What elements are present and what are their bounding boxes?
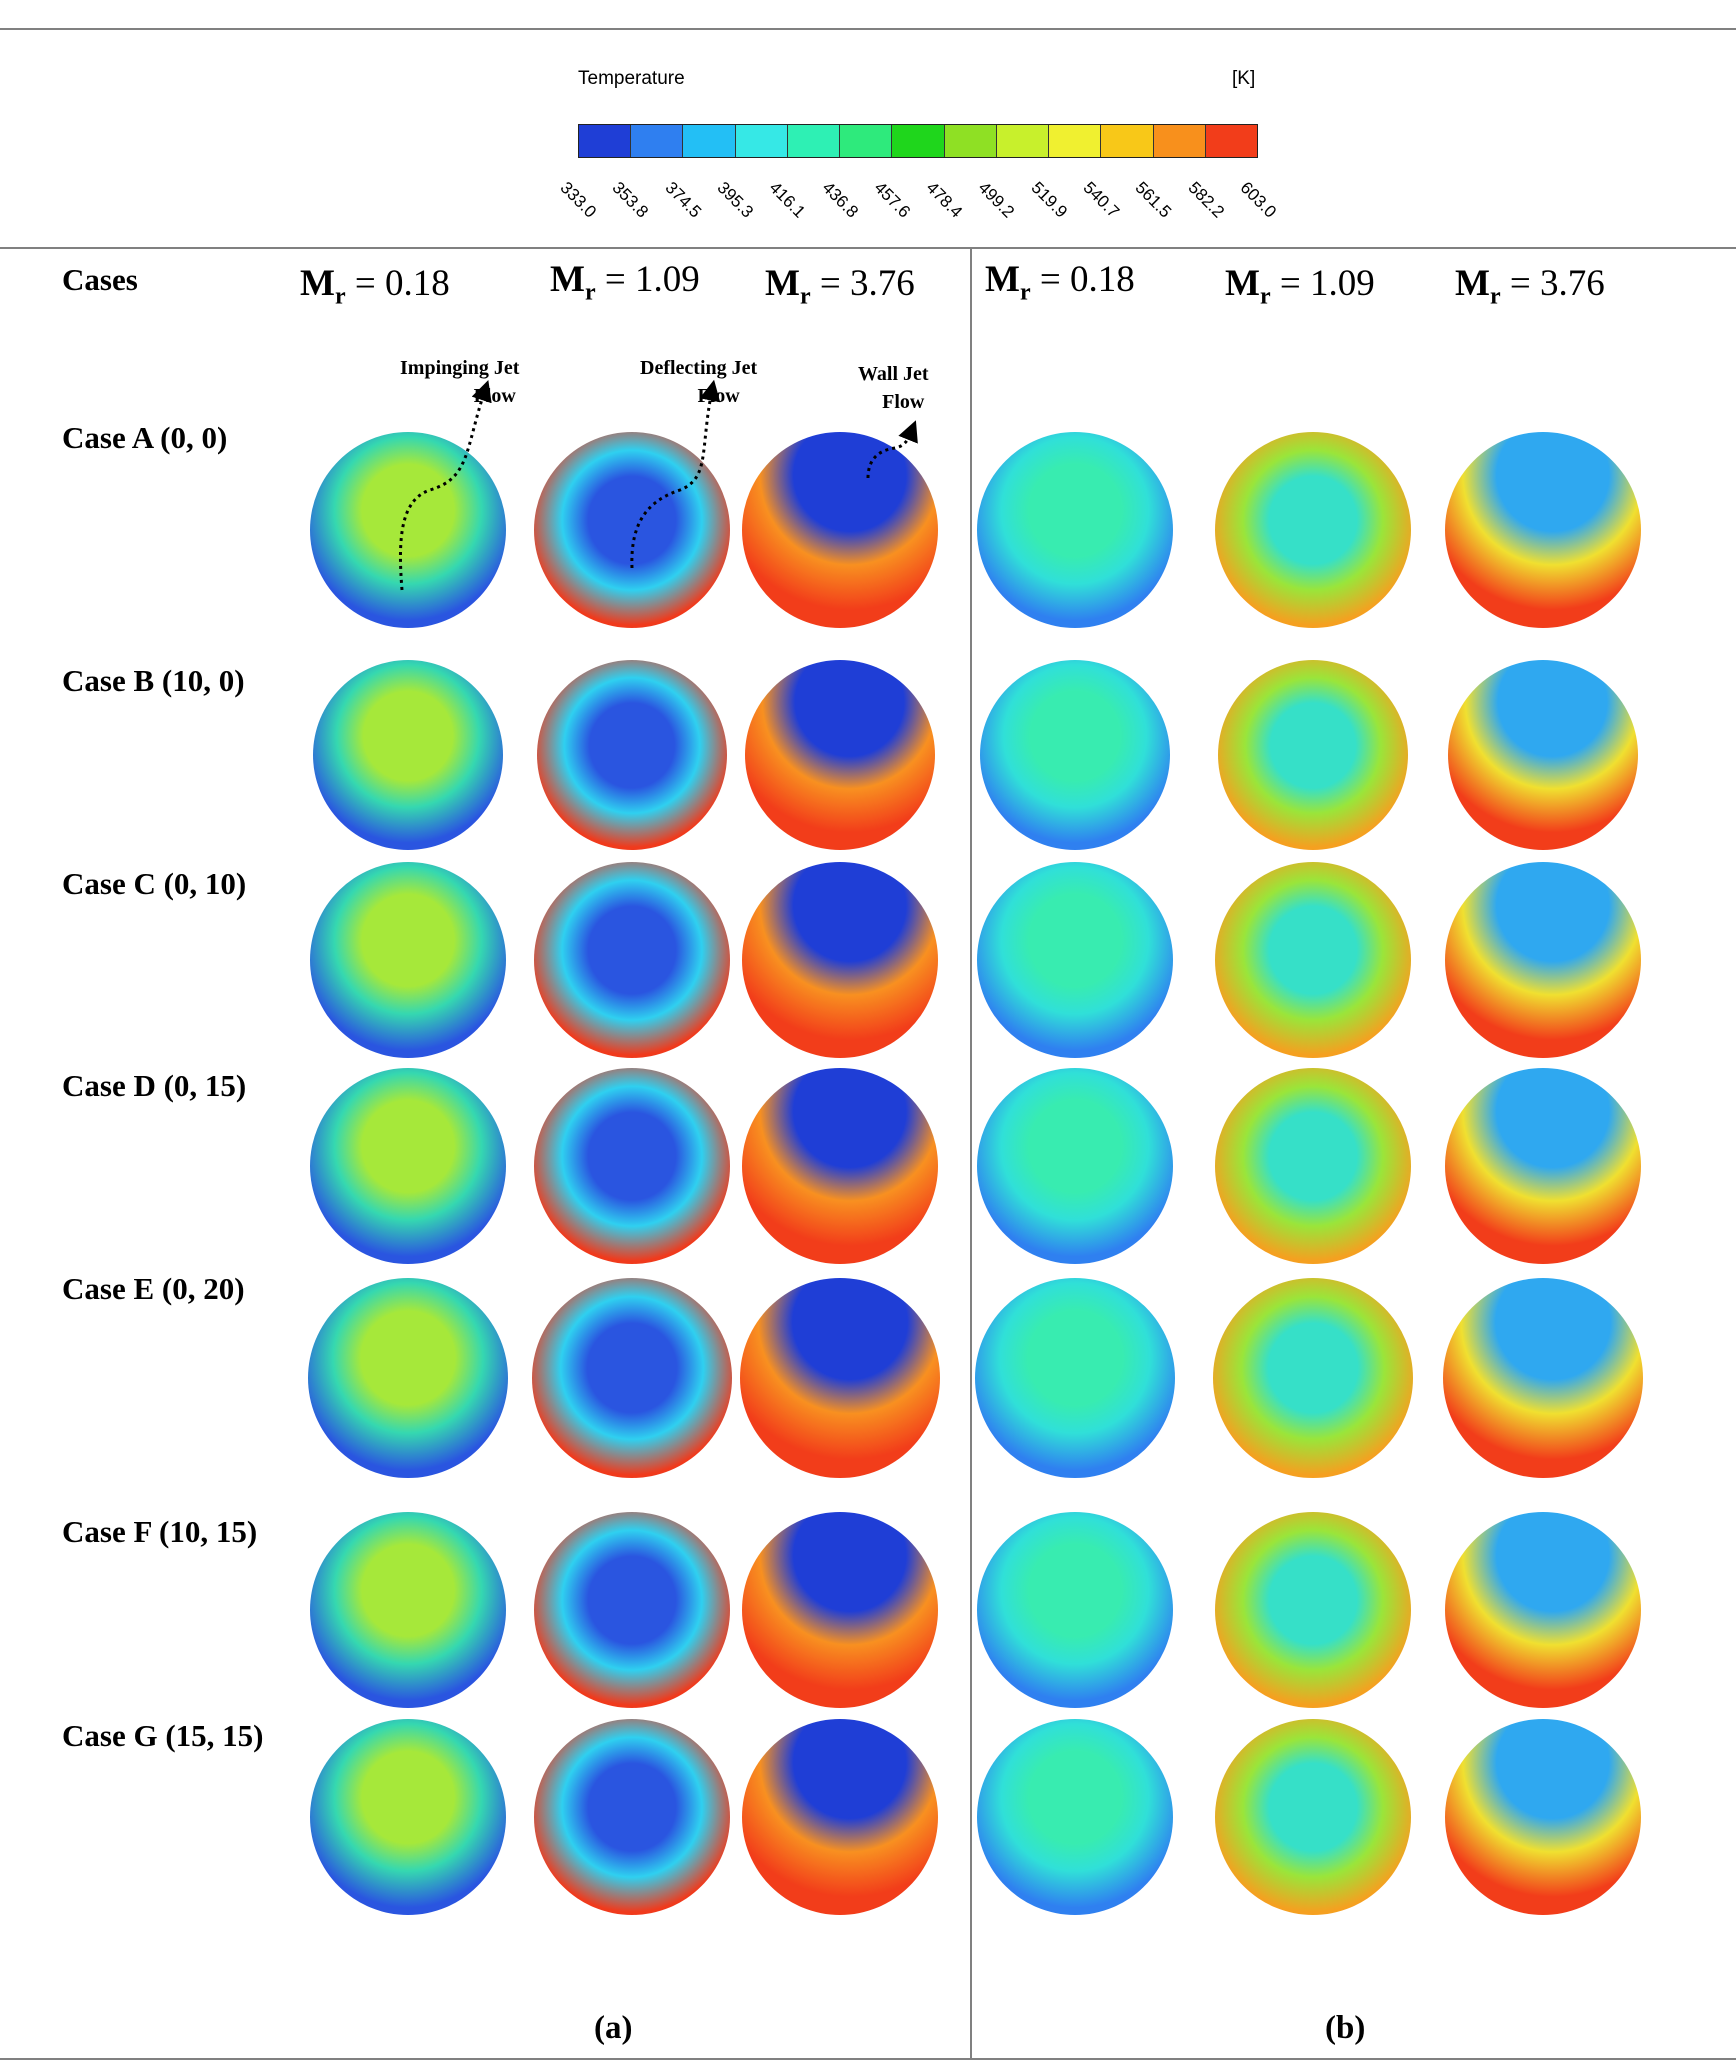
temperature-contour-disk [977, 1068, 1173, 1264]
temperature-contour-disk [1215, 432, 1411, 628]
temperature-contour-disk [977, 432, 1173, 628]
temperature-contour-disk [310, 1719, 506, 1915]
annotation-line: Wall Jet [858, 363, 929, 385]
temperature-contour-disk [1218, 660, 1408, 850]
temperature-contour-disk [313, 660, 503, 850]
colorbar-segment [1205, 125, 1258, 157]
colorbar-segment [840, 125, 893, 157]
colorbar-segment [735, 125, 788, 157]
temperature-contour-disk [310, 1512, 506, 1708]
colorbar-segment [579, 125, 632, 157]
temperature-contour-disk [742, 862, 938, 1058]
temperature-contour-disk [1445, 432, 1641, 628]
colorbar-segment [631, 125, 684, 157]
wall-jet-arrow [866, 420, 918, 479]
temperature-contour-disk [980, 660, 1170, 850]
temperature-contour-disk [977, 1719, 1173, 1915]
annotation-wall-jet: Wall Jet Flow [858, 360, 929, 416]
colorbar-segment [944, 125, 997, 157]
temperature-contour-disk [977, 862, 1173, 1058]
legend-title: Temperature [578, 68, 685, 89]
panel-label-b: (b) [1325, 2010, 1366, 2046]
colorbar-segment [683, 125, 736, 157]
colorbar-segment [996, 125, 1050, 157]
panel-divider [970, 247, 972, 2058]
temperature-contour-disk [310, 862, 506, 1058]
colorbar-segment [1049, 125, 1102, 157]
colorbar-segment [1153, 125, 1206, 157]
temperature-contour-disk [534, 432, 730, 628]
header-rule [0, 247, 1736, 249]
temperature-contour-disk [534, 862, 730, 1058]
colorbar-segment [1101, 125, 1154, 157]
temperature-contour-disk [308, 1278, 508, 1478]
temperature-contour-disk [1448, 660, 1638, 850]
temperature-contour-disk [1443, 1278, 1643, 1478]
case-label: Case D (0, 15) [62, 1068, 247, 1103]
deflecting-jet-arrow [630, 379, 721, 569]
temperature-contour-disk [534, 1512, 730, 1708]
annotation-line: Deflecting Jet [640, 357, 758, 379]
column-header: Mr = 3.76 [765, 263, 915, 310]
annotation-line: Flow [882, 391, 925, 413]
temperature-contour-disk [1445, 1719, 1641, 1915]
annotation-line: Impinging Jet [400, 357, 520, 379]
cases-header: Cases [62, 262, 138, 297]
temperature-contour-disk [310, 432, 506, 628]
legend-unit: [K] [1232, 68, 1256, 89]
temperature-colorbar [578, 124, 1258, 158]
case-label: Case E (0, 20) [62, 1271, 245, 1306]
temperature-contour-disk [1445, 1068, 1641, 1264]
temperature-contour-disk [742, 1719, 938, 1915]
temperature-contour-disk [1445, 862, 1641, 1058]
temperature-contour-disk [975, 1278, 1175, 1478]
column-header: Mr = 0.18 [300, 263, 450, 310]
temperature-contour-disk [742, 1068, 938, 1264]
column-header: Mr = 0.18 [985, 259, 1135, 306]
case-label: Case A (0, 0) [62, 420, 228, 455]
case-label: Case G (15, 15) [62, 1718, 264, 1753]
case-label: Case C (0, 10) [62, 866, 247, 901]
colorbar-segment [892, 125, 945, 157]
temperature-contour-disk [310, 1068, 506, 1264]
case-label: Case F (10, 15) [62, 1514, 258, 1549]
temperature-contour-disk [745, 660, 935, 850]
temperature-contour-disk [1213, 1278, 1413, 1478]
temperature-contour-disk [1215, 862, 1411, 1058]
temperature-contour-disk [532, 1278, 732, 1478]
column-header: Mr = 1.09 [1225, 263, 1375, 310]
temperature-contour-disk [534, 1719, 730, 1915]
bottom-rule [0, 2058, 1736, 2060]
temperature-contour-disk [1215, 1512, 1411, 1708]
column-header: Mr = 1.09 [550, 259, 700, 306]
colorbar-segment [787, 125, 841, 157]
temperature-contour-disk [534, 1068, 730, 1264]
panel-label-a: (a) [594, 2010, 633, 2046]
case-label: Case B (10, 0) [62, 663, 245, 698]
temperature-contour-disk [742, 432, 938, 628]
temperature-contour-disk [740, 1278, 940, 1478]
top-rule [0, 28, 1736, 30]
temperature-contour-disk [1215, 1719, 1411, 1915]
column-header: Mr = 3.76 [1455, 263, 1605, 310]
temperature-contour-disk [1215, 1068, 1411, 1264]
temperature-contour-disk [1445, 1512, 1641, 1708]
temperature-contour-disk [537, 660, 727, 850]
impinging-jet-arrow [398, 380, 492, 591]
temperature-contour-disk [742, 1512, 938, 1708]
temperature-contour-disk [977, 1512, 1173, 1708]
